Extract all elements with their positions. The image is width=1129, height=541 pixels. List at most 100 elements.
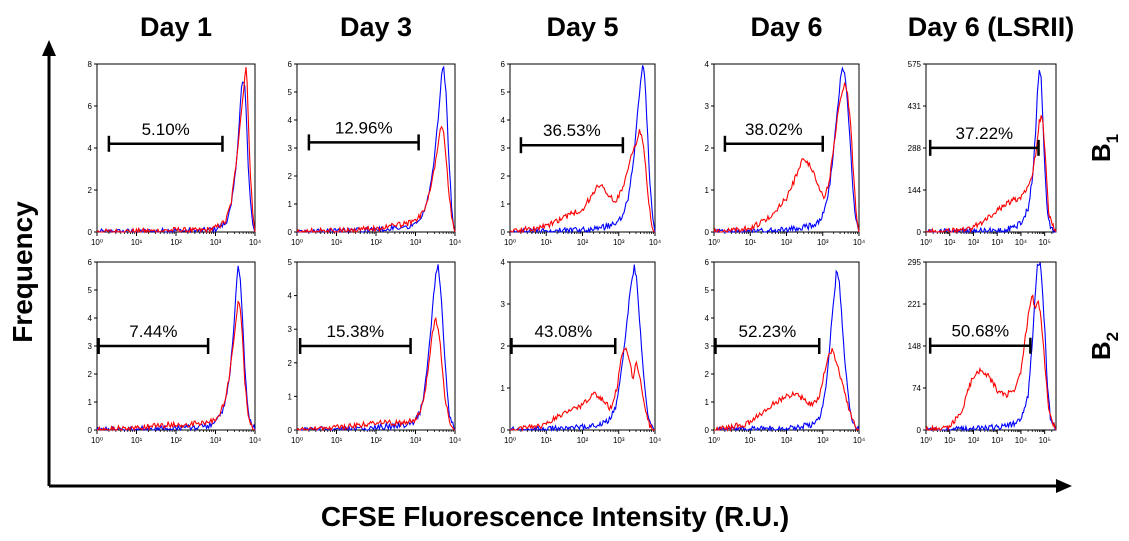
series-line-red bbox=[713, 81, 860, 233]
x-tick-label: 10² bbox=[781, 238, 793, 247]
y-tick-label: 0 bbox=[917, 228, 922, 237]
gate-percentage: 38.02% bbox=[745, 120, 803, 139]
y-tick-label: 4 bbox=[88, 144, 93, 153]
x-tick-label: 10³ bbox=[613, 238, 625, 247]
y-tick-label: 5 bbox=[88, 286, 93, 295]
y-tick-label: 8 bbox=[88, 60, 93, 69]
x-tick-label: 10⁰ bbox=[291, 238, 303, 247]
x-tick-label: 10⁰ bbox=[504, 238, 516, 247]
y-tick-label: 575 bbox=[908, 60, 922, 69]
y-tick-label: 1 bbox=[501, 384, 506, 393]
y-tick-label: 0 bbox=[88, 228, 93, 237]
x-tick-label: 10³ bbox=[210, 436, 222, 445]
histogram-panel: 0 74 148 221 295 10⁰ 10¹ 10² 10³ 10⁴ 10⁵ 50.68% bbox=[908, 258, 1057, 445]
histogram-panel: 0 1 2 3 4 5 6 10⁰ 10¹ 10² 10³ 10⁴ 7.44% bbox=[88, 258, 262, 445]
series-line-red bbox=[925, 294, 1057, 432]
y-tick-label: 0 bbox=[705, 426, 710, 435]
series-line-red bbox=[296, 316, 456, 432]
histogram-panel: 0 1 2 3 4 5 6 10⁰ 10¹ 10² 10³ 10⁴ 12.96% bbox=[288, 60, 462, 247]
histogram-panel: 0 144 288 431 575 10⁰ 10¹ 10² 10³ 10⁴ 10⁵ 37.22% bbox=[908, 60, 1057, 247]
series-line-blue bbox=[297, 65, 456, 234]
x-tick-label: 10¹ bbox=[744, 238, 756, 247]
y-tick-label: 431 bbox=[908, 102, 922, 111]
y-tick-label: 3 bbox=[288, 325, 293, 334]
x-tick-label: 10⁴ bbox=[649, 436, 662, 445]
x-tick-label: 10³ bbox=[613, 436, 625, 445]
y-tick-label: 6 bbox=[705, 258, 710, 267]
y-tick-label: 2 bbox=[705, 144, 710, 153]
y-tick-label: 6 bbox=[501, 60, 506, 69]
y-tick-label: 2 bbox=[88, 370, 93, 379]
x-tick-label: 10⁴ bbox=[649, 238, 662, 247]
row-label-2: B2 bbox=[1086, 332, 1122, 360]
x-tick-label: 10⁴ bbox=[853, 436, 866, 445]
series-line-blue bbox=[714, 66, 860, 234]
plot-frame bbox=[96, 63, 256, 233]
x-tick-label: 10² bbox=[577, 238, 589, 247]
svg-text:B1: B1 bbox=[1086, 134, 1122, 162]
y-tick-label: 2 bbox=[288, 172, 293, 181]
x-tick-label: 10⁰ bbox=[708, 436, 720, 445]
row-label-subscript: 2 bbox=[1103, 332, 1122, 341]
y-tick-label: 288 bbox=[908, 144, 922, 153]
x-tick-label: 10² bbox=[781, 436, 793, 445]
y-tick-label: 5 bbox=[288, 258, 293, 267]
x-tick-label: 10¹ bbox=[331, 238, 343, 247]
x-tick-label: 10⁴ bbox=[1015, 436, 1028, 445]
y-tick-label: 4 bbox=[705, 314, 710, 323]
x-axis-arrow bbox=[49, 479, 1072, 493]
y-tick-label: 4 bbox=[288, 292, 293, 301]
y-tick-label: 5 bbox=[501, 88, 506, 97]
y-axis-title: Frequency bbox=[7, 201, 38, 343]
column-titles: Day 1 Day 3 Day 5 Day 6 Day 6 (LSRII) bbox=[140, 12, 1074, 42]
x-tick-label: 10² bbox=[370, 238, 382, 247]
gate-percentage: 43.08% bbox=[535, 322, 593, 341]
x-tick-label: 10⁰ bbox=[920, 436, 932, 445]
y-tick-label: 6 bbox=[88, 102, 93, 111]
gate-percentage: 52.23% bbox=[739, 322, 797, 341]
y-tick-label: 3 bbox=[501, 144, 506, 153]
x-tick-label: 10¹ bbox=[944, 436, 956, 445]
gate-percentage: 5.10% bbox=[142, 120, 190, 139]
y-tick-label: 1 bbox=[705, 186, 710, 195]
y-tick-label: 4 bbox=[501, 116, 506, 125]
plot-frame bbox=[713, 63, 860, 233]
gate-percentage: 50.68% bbox=[951, 322, 1009, 341]
y-tick-label: 1 bbox=[705, 398, 710, 407]
y-tick-label: 4 bbox=[88, 314, 93, 323]
x-tick-label: 10⁵ bbox=[1039, 238, 1051, 247]
row-label-main: B bbox=[1086, 341, 1116, 360]
x-tick-label: 10³ bbox=[817, 238, 829, 247]
series-line-red bbox=[714, 348, 860, 433]
x-tick-label: 10² bbox=[577, 436, 589, 445]
gate-percentage: 37.22% bbox=[956, 124, 1014, 143]
y-tick-label: 5 bbox=[705, 286, 710, 295]
series-line-red bbox=[296, 125, 456, 234]
y-tick-label: 1 bbox=[88, 398, 93, 407]
histogram-panel: 0 1 2 3 4 10⁰ 10¹ 10² 10³ 10⁴ 38.02% bbox=[705, 60, 866, 247]
series-line-blue bbox=[509, 264, 655, 433]
y-tick-label: 0 bbox=[705, 228, 710, 237]
series-line-blue bbox=[714, 269, 860, 432]
y-tick-label: 5 bbox=[288, 88, 293, 97]
x-tick-label: 10² bbox=[170, 436, 182, 445]
y-tick-label: 4 bbox=[501, 258, 506, 267]
x-tick-label: 10³ bbox=[410, 436, 422, 445]
x-tick-label: 10⁰ bbox=[708, 238, 720, 247]
x-tick-label: 10⁴ bbox=[1015, 238, 1028, 247]
y-tick-label: 0 bbox=[288, 426, 293, 435]
x-tick-label: 10⁴ bbox=[449, 238, 462, 247]
series-line-red bbox=[97, 300, 256, 432]
column-title: Day 5 bbox=[546, 12, 618, 42]
x-tick-label: 10⁴ bbox=[249, 238, 262, 247]
y-tick-label: 295 bbox=[908, 258, 922, 267]
series-line-blue bbox=[96, 265, 256, 432]
y-axis-arrow bbox=[42, 40, 56, 486]
y-tick-label: 2 bbox=[501, 342, 506, 351]
y-tick-label: 3 bbox=[88, 342, 93, 351]
histogram-panel: 0 1 2 3 4 5 6 10⁰ 10¹ 10² 10³ 10⁴ 36.53% bbox=[501, 60, 662, 247]
row-label-1: B1 bbox=[1086, 134, 1122, 162]
x-tick-label: 10¹ bbox=[131, 238, 143, 247]
series-line-red bbox=[510, 347, 656, 432]
x-tick-label: 10² bbox=[370, 436, 382, 445]
